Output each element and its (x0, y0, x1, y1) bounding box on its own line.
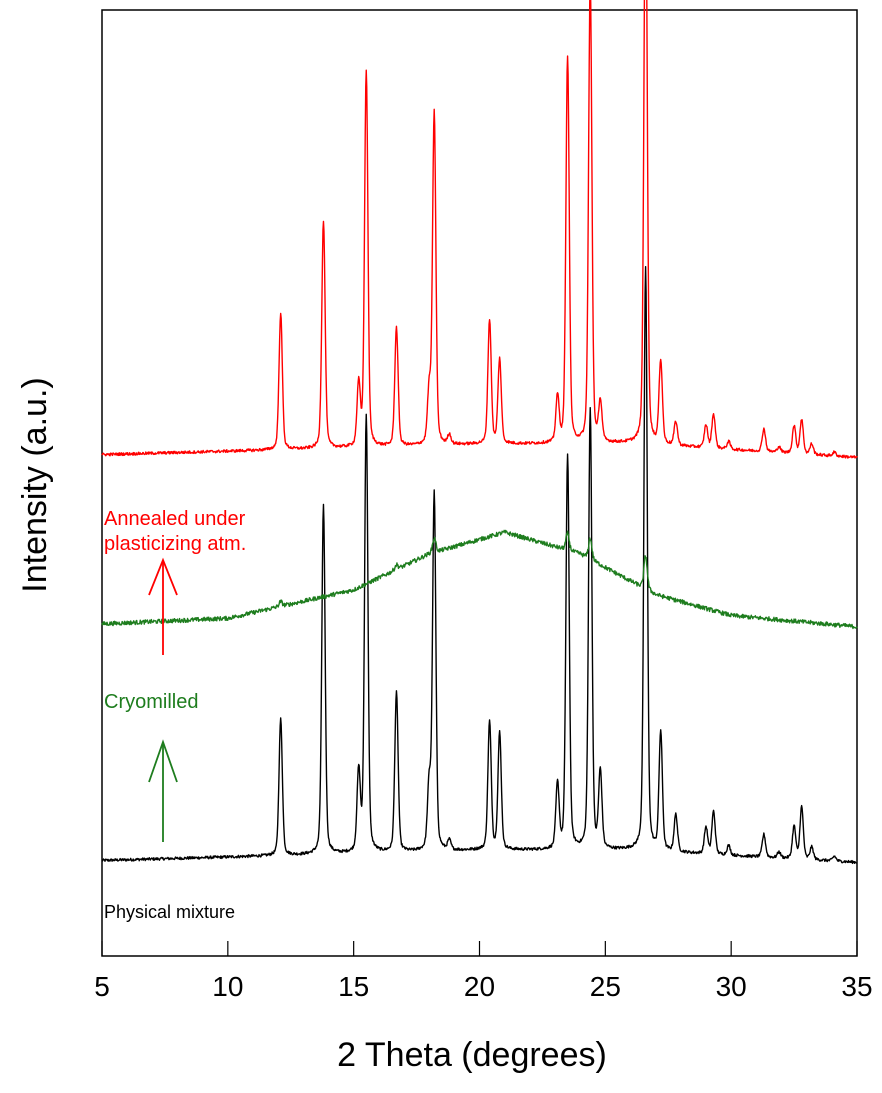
annotation-annealed-line2: plasticizing atm. (104, 533, 246, 555)
arrow-up-red (148, 557, 178, 655)
arrow-up-green (148, 739, 178, 842)
x-tick-label: 30 (716, 971, 747, 1002)
x-tick-label: 10 (212, 971, 243, 1002)
x-axis-title: 2 Theta (degrees) (337, 1036, 607, 1074)
series-lines (101, 0, 858, 865)
x-tick-label: 25 (590, 971, 621, 1002)
x-tick-label: 5 (94, 971, 110, 1002)
annotation-physical-mixture: Physical mixture (104, 902, 235, 922)
series-line-physical-mixture (101, 265, 858, 865)
plot-frame (101, 9, 858, 957)
series-line-annealed-under-plasticizing-atm (101, 0, 858, 459)
x-axis-ticks: 5 10 15 20 25 30 35 (94, 941, 873, 1002)
x-tick-label: 35 (841, 971, 872, 1002)
annotation-annealed-line1: Annealed under (104, 508, 246, 530)
y-axis-title: Intensity (a.u.) (16, 377, 54, 592)
x-tick-label: 20 (464, 971, 495, 1002)
arrow-green-head (148, 739, 178, 783)
arrow-red-head (148, 557, 178, 596)
series-line-cryomilled (101, 529, 858, 630)
x-tick-label: 15 (338, 971, 369, 1002)
annotation-cryomilled: Cryomilled (104, 691, 198, 713)
